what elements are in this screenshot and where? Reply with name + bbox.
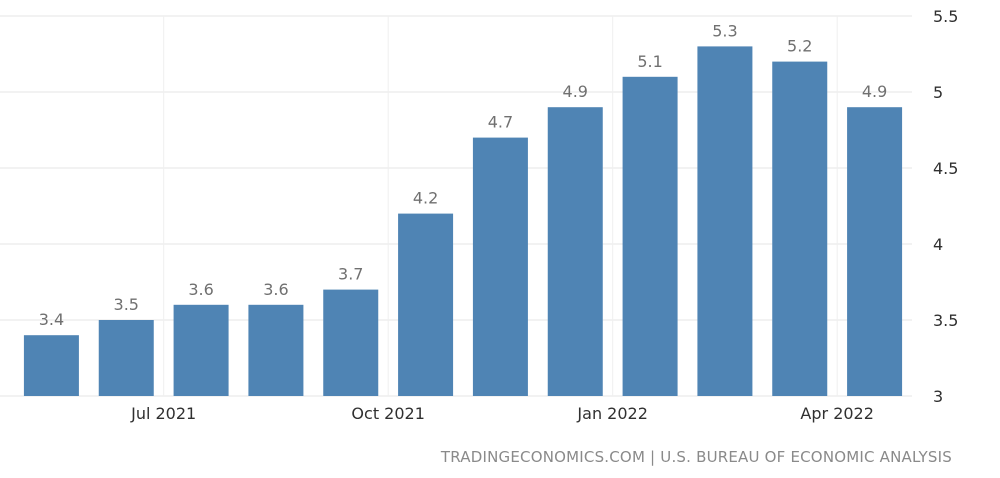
source-attribution: TRADINGECONOMICS.COM | U.S. BUREAU OF EC…: [440, 448, 952, 466]
y-tick-label: 3: [933, 387, 943, 406]
data-label: 3.5: [114, 295, 139, 314]
bar: [547, 107, 603, 396]
bar: [472, 137, 528, 396]
bar: [248, 304, 304, 396]
x-axis-ticks: Jul 2021 Oct 2021 Jan 2022 Apr 2022: [130, 404, 874, 423]
x-tick-label: Jan 2022: [576, 404, 647, 423]
bar: [323, 289, 379, 396]
y-axis-ticks: 3 3.5 4 4.5 5 5.5: [933, 7, 958, 406]
bar: [173, 304, 229, 396]
bar: [697, 46, 753, 397]
data-label: 4.2: [413, 189, 438, 208]
bar: [847, 107, 903, 396]
x-tick-label: Apr 2022: [800, 404, 873, 423]
data-label: 4.9: [563, 82, 588, 101]
data-label: 3.7: [338, 265, 363, 284]
data-label: 4.7: [488, 113, 513, 132]
y-tick-label: 4.5: [933, 159, 958, 178]
data-label: 4.9: [862, 82, 887, 101]
bar: [622, 76, 678, 397]
x-tick-label: Oct 2021: [351, 404, 424, 423]
bar: [23, 335, 79, 396]
y-tick-label: 5.5: [933, 7, 958, 26]
data-label: 5.3: [712, 21, 737, 40]
y-tick-label: 5: [933, 83, 943, 102]
bar: [398, 213, 454, 396]
data-label: 5.2: [787, 37, 812, 56]
x-tick-label: Jul 2021: [130, 404, 196, 423]
y-tick-label: 3.5: [933, 311, 958, 330]
data-labels: 3.4 3.5 3.6 3.6 3.7 4.2 4.7 4.9 5.1 5.3 5.2 4.9: [39, 21, 888, 329]
data-label: 5.1: [637, 52, 662, 71]
bar: [98, 320, 154, 396]
y-tick-label: 4: [933, 235, 943, 254]
data-label: 3.6: [263, 280, 288, 299]
data-label: 3.6: [188, 280, 213, 299]
bars: [23, 46, 903, 397]
bar: [772, 61, 828, 396]
data-label: 3.4: [39, 310, 64, 329]
